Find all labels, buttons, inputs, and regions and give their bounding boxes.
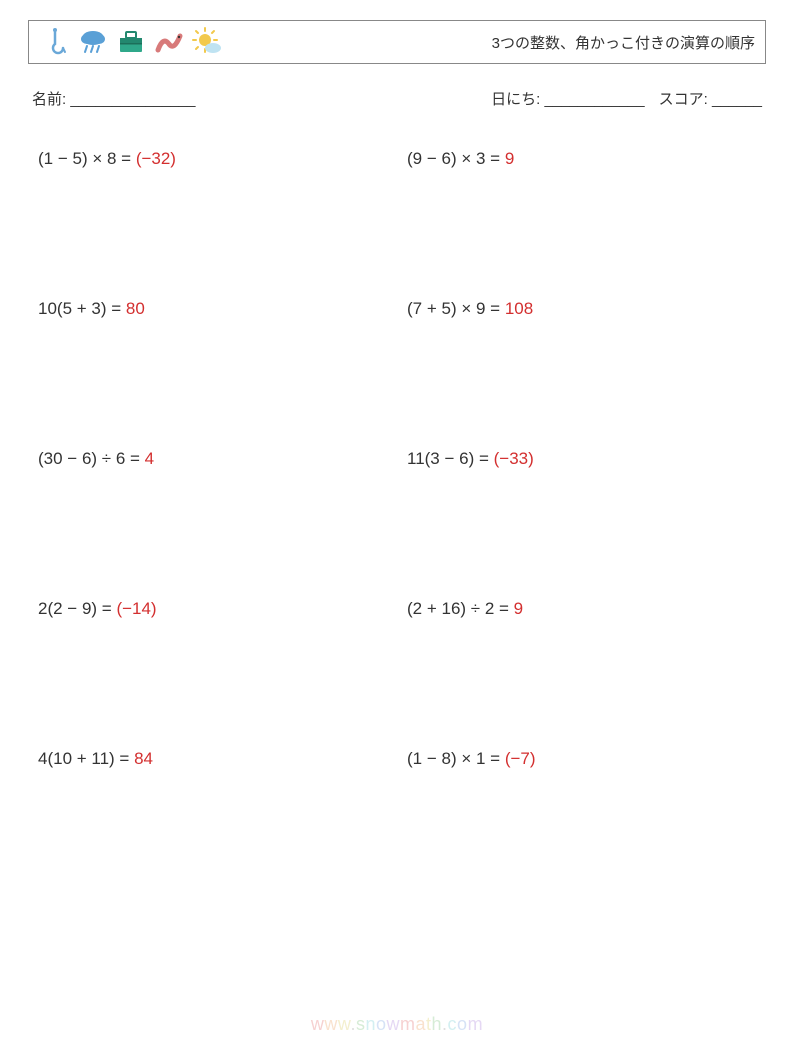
problem: (2 + 16) ÷ 2 = 9 <box>407 599 756 619</box>
problem: (1 − 5) × 8 = (−32) <box>38 149 387 169</box>
meta-row: 名前: _______________ 日にち: ____________ スコ… <box>28 88 766 109</box>
problem-expression: (1 − 8) × 1 = <box>407 749 505 768</box>
problem: (1 − 8) × 1 = (−7) <box>407 749 756 769</box>
worksheet-title: 3つの整数、角かっこ付きの演算の順序 <box>492 32 755 53</box>
problem: (30 − 6) ÷ 6 = 4 <box>38 449 387 469</box>
problem-answer: 9 <box>505 149 514 168</box>
problem-expression: 4(10 + 11) = <box>38 749 134 768</box>
problem-expression: 2(2 − 9) = <box>38 599 116 618</box>
toolbox-icon <box>115 26 147 58</box>
problem-expression: (9 − 6) × 3 = <box>407 149 505 168</box>
problem: (9 − 6) × 3 = 9 <box>407 149 756 169</box>
worksheet-page: 3つの整数、角かっこ付きの演算の順序 名前: _______________ 日… <box>0 0 794 1053</box>
header-box: 3つの整数、角かっこ付きの演算の順序 <box>28 20 766 64</box>
problem-expression: (7 + 5) × 9 = <box>407 299 505 318</box>
rain-cloud-icon <box>77 26 109 58</box>
problem-answer: 4 <box>145 449 154 468</box>
problem-expression: 11(3 − 6) = <box>407 449 494 468</box>
problem-answer: 80 <box>126 299 145 318</box>
problem-answer: (−7) <box>505 749 536 768</box>
name-field-label: 名前: _______________ <box>32 88 195 109</box>
problem: (7 + 5) × 9 = 108 <box>407 299 756 319</box>
problem: 11(3 − 6) = (−33) <box>407 449 756 469</box>
problem-answer: 9 <box>514 599 523 618</box>
problem-expression: 10(5 + 3) = <box>38 299 126 318</box>
problem-expression: (1 − 5) × 8 = <box>38 149 136 168</box>
problem-answer: (−33) <box>494 449 534 468</box>
problem: 4(10 + 11) = 84 <box>38 749 387 769</box>
header-icons <box>39 26 223 58</box>
problem: 10(5 + 3) = 80 <box>38 299 387 319</box>
problem-answer: 84 <box>134 749 153 768</box>
score-field-label: スコア: ______ <box>659 88 762 109</box>
date-field-label: 日にち: ____________ <box>491 88 644 109</box>
watermark: www.snowmath.com <box>0 1014 794 1035</box>
problem: 2(2 − 9) = (−14) <box>38 599 387 619</box>
worm-icon <box>153 26 185 58</box>
hook-icon <box>39 26 71 58</box>
problem-answer: (−14) <box>116 599 156 618</box>
sun-cloud-icon <box>191 26 223 58</box>
problem-answer: (−32) <box>136 149 176 168</box>
problem-answer: 108 <box>505 299 533 318</box>
problem-expression: (2 + 16) ÷ 2 = <box>407 599 514 618</box>
meta-right: 日にち: ____________ スコア: ______ <box>491 88 762 109</box>
problems-grid: (1 − 5) × 8 = (−32) (9 − 6) × 3 = 9 10(5… <box>28 149 766 769</box>
problem-expression: (30 − 6) ÷ 6 = <box>38 449 145 468</box>
